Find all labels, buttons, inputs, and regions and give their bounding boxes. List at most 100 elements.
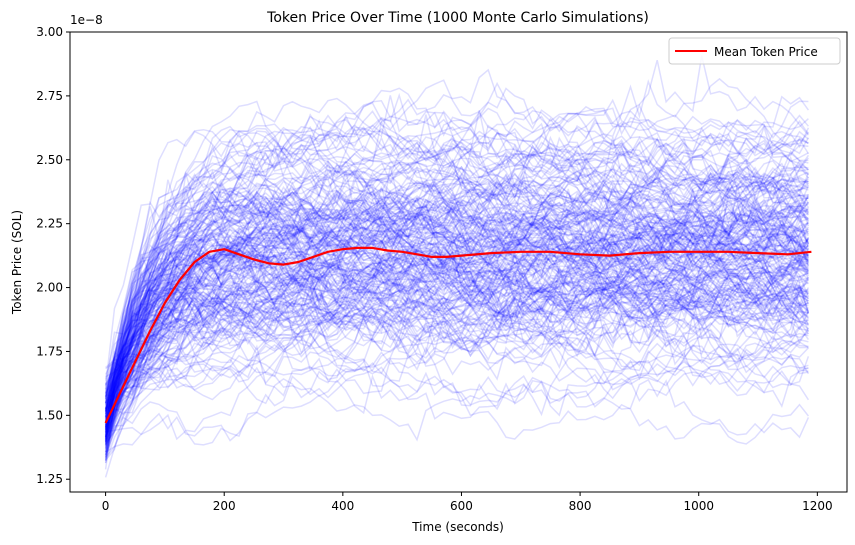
simulation-line	[104, 316, 809, 438]
plot-area-frame	[69, 31, 848, 493]
simulation-line	[104, 215, 809, 418]
simulation-line	[104, 55, 809, 394]
legend: Mean Token Price	[668, 37, 841, 65]
simulation-line	[104, 172, 810, 389]
simulation-line	[104, 87, 809, 424]
simulation-line	[104, 198, 809, 398]
y-axis-label: Token Price (SOL)	[10, 210, 24, 315]
simulation-line	[104, 222, 809, 433]
simulation-line	[104, 241, 810, 410]
simulation-line	[104, 217, 810, 436]
simulation-line	[104, 170, 809, 431]
simulation-line	[104, 139, 809, 437]
simulation-line	[104, 260, 809, 441]
simulation-line	[104, 221, 809, 420]
simulation-line	[104, 110, 809, 410]
simulation-line	[105, 355, 809, 408]
y-tick-label: 1.50	[36, 408, 63, 422]
simulation-line	[104, 224, 809, 426]
simulation-line	[104, 165, 809, 443]
simulation-line	[105, 250, 809, 461]
simulation-line	[104, 303, 809, 434]
simulation-line	[104, 199, 810, 430]
x-tick-label: 200	[213, 499, 236, 513]
simulation-line	[104, 196, 809, 428]
simulation-line	[104, 217, 809, 445]
chart-title: Token Price Over Time (1000 Monte Carlo …	[266, 10, 649, 26]
simulation-line	[104, 294, 809, 445]
simulation-line	[104, 92, 810, 413]
simulation-line	[104, 152, 809, 415]
simulation-line	[104, 118, 809, 429]
simulation-line	[104, 245, 810, 386]
simulation-line	[104, 138, 809, 423]
simulation-line	[104, 228, 810, 446]
simulation-line	[104, 253, 809, 423]
simulation-line	[104, 184, 809, 437]
simulation-line	[104, 210, 809, 458]
simulation-line	[104, 295, 810, 411]
simulation-line	[104, 252, 809, 422]
x-tick-label: 0	[102, 499, 110, 513]
simulation-line	[104, 212, 809, 460]
simulation-line	[104, 250, 809, 431]
x-tick-label: 1200	[802, 499, 833, 513]
simulation-line	[104, 177, 809, 423]
simulation-line	[104, 233, 809, 434]
simulation-line	[104, 223, 809, 450]
x-tick-label: 800	[569, 499, 592, 513]
simulation-line	[104, 128, 809, 412]
simulation-line	[104, 370, 810, 445]
simulation-line	[104, 87, 809, 379]
simulation-line	[104, 95, 810, 429]
simulation-line	[104, 265, 809, 387]
simulation-line	[104, 203, 810, 431]
simulation-line	[104, 249, 809, 400]
simulation-line	[104, 283, 810, 448]
simulation-line	[104, 179, 809, 462]
simulation-line	[104, 279, 809, 410]
simulation-line	[104, 170, 809, 426]
simulation-line	[104, 240, 809, 430]
simulation-line	[104, 301, 809, 464]
simulation-line	[104, 277, 810, 438]
simulation-line	[104, 276, 809, 413]
simulation-line	[104, 252, 809, 385]
mean-token-price-line	[104, 246, 812, 424]
simulation-line	[104, 217, 809, 406]
simulation-line	[104, 153, 809, 419]
simulation-line	[104, 264, 809, 420]
simulation-line	[104, 299, 810, 442]
simulation-line	[104, 245, 810, 375]
simulation-line	[104, 169, 809, 424]
simulation-line	[104, 273, 809, 404]
simulation-line	[104, 284, 809, 478]
simulation-line	[104, 172, 809, 417]
simulation-line	[104, 224, 809, 440]
simulation-line	[104, 212, 809, 426]
simulation-line	[104, 248, 809, 443]
simulation-line	[105, 242, 809, 394]
simulation-line	[104, 223, 809, 453]
simulation-line	[104, 228, 809, 435]
simulation-line	[104, 124, 809, 428]
simulation-line	[104, 193, 809, 456]
simulation-line	[104, 230, 810, 412]
x-axis-label: Time (seconds)	[411, 520, 504, 534]
simulation-line	[104, 210, 810, 381]
simulation-line	[104, 134, 809, 441]
simulation-line	[104, 230, 809, 431]
y-tick-label: 2.50	[36, 153, 63, 167]
simulation-line	[104, 270, 810, 444]
simulation-line	[104, 229, 809, 417]
simulation-line	[104, 268, 810, 400]
simulation-line	[104, 185, 809, 434]
simulation-line	[104, 126, 809, 456]
simulation-line	[104, 158, 810, 401]
simulation-line	[104, 222, 810, 394]
simulation-line	[104, 207, 809, 446]
simulation-line	[104, 150, 810, 432]
simulation-line	[104, 103, 809, 433]
simulation-line	[104, 136, 809, 425]
simulation-line	[105, 315, 809, 389]
